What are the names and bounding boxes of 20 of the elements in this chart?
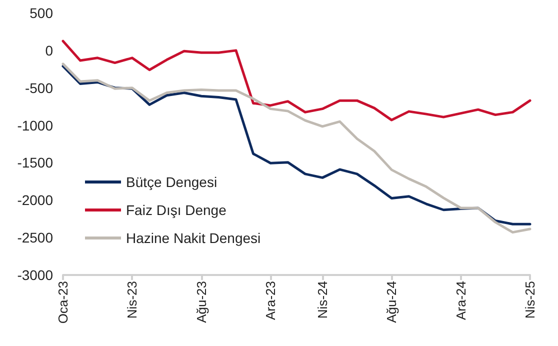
y-tick-label: -3000 xyxy=(17,267,54,283)
x-tick-label: Ağu-24 xyxy=(384,281,400,323)
x-tick-label: Ara-24 xyxy=(453,281,468,320)
y-tick-label: -2500 xyxy=(17,230,54,246)
x-tick-label: Nis-25 xyxy=(522,281,538,319)
legend-label: Hazine Nakit Dengesi xyxy=(126,230,261,246)
y-tick-label: 500 xyxy=(30,5,54,21)
line-series xyxy=(62,40,532,122)
y-tick-label: -1000 xyxy=(17,117,54,134)
x-tick-label: Oca-23 xyxy=(56,281,70,324)
y-tick-label: 0 xyxy=(45,42,54,58)
x-tick-label: Ara-23 xyxy=(263,281,278,320)
legend-label: Bütçe Dengesi xyxy=(126,174,218,190)
x-tick-label: Nis-23 xyxy=(124,281,140,319)
y-tick-label: -1500 xyxy=(17,154,54,171)
y-tick-label: -500 xyxy=(24,80,54,96)
x-tick-label: Ağu-23 xyxy=(194,281,209,323)
x-tick-label: Nis-24 xyxy=(314,281,330,319)
legend-label: Faiz Dışı Denge xyxy=(126,202,227,218)
y-tick-label: -2000 xyxy=(17,192,54,208)
